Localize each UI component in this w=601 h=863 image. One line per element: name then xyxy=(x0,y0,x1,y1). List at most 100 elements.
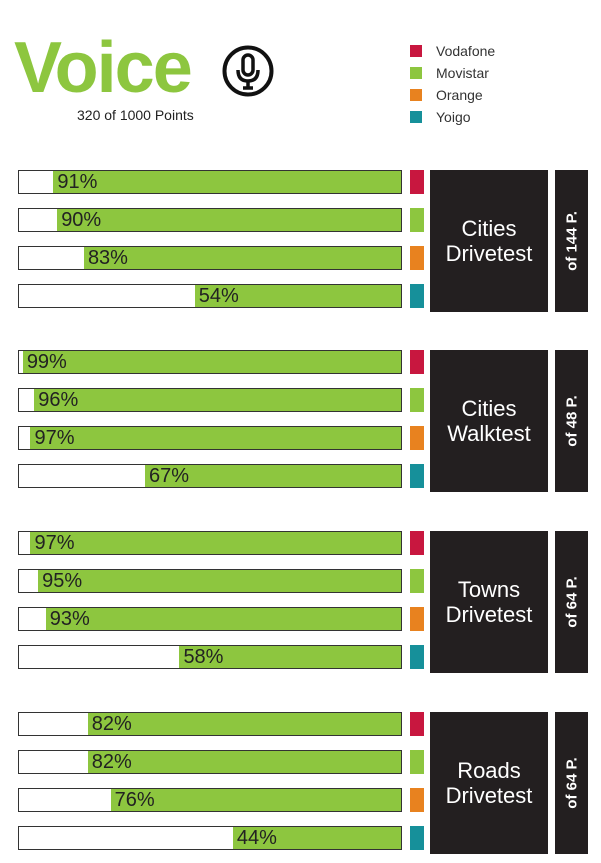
series-swatch xyxy=(410,826,424,850)
series-swatch xyxy=(410,645,424,669)
bar-fill xyxy=(53,171,401,193)
bar-label: 76% xyxy=(114,789,155,811)
bar-label: 44% xyxy=(236,827,277,849)
bar-fill xyxy=(87,751,401,773)
group-name-line1: Cities xyxy=(461,396,517,421)
bar-label: 91% xyxy=(57,171,98,193)
chart-group: 97% 95% 93% 58% Towns Drivetest of 64 P. xyxy=(0,531,601,673)
legend-label: Orange xyxy=(436,87,483,103)
bar-label: 82% xyxy=(91,713,132,735)
series-swatch xyxy=(410,246,424,270)
bar-fill xyxy=(57,209,401,231)
group-title-text: Cities Drivetest xyxy=(446,216,533,266)
bar-label: 83% xyxy=(87,247,128,269)
group-points-label: of 144 P. xyxy=(563,211,580,271)
bar-track: 93% xyxy=(18,607,402,631)
legend-label: Vodafone xyxy=(436,43,496,59)
chart-group: 91% 90% 83% 54% Cities Drivetest of 144 P. xyxy=(0,170,601,312)
series-swatch xyxy=(410,750,424,774)
legend-label: Movistar xyxy=(436,65,489,81)
series-swatch xyxy=(410,284,424,308)
group-name-line2: Drivetest xyxy=(445,602,533,627)
series-swatch xyxy=(410,569,424,593)
group-points-label: of 64 P. xyxy=(563,757,580,809)
bar-track: 91% xyxy=(18,170,402,194)
group-title: Cities Walktest xyxy=(430,350,548,492)
bar-fill xyxy=(30,427,401,449)
group-name-line2: Drivetest xyxy=(445,783,533,808)
series-swatch xyxy=(410,788,424,812)
group-title-text: Cities Walktest xyxy=(447,396,531,446)
group-title: Roads Drivetest xyxy=(430,712,548,854)
bar-track: 90% xyxy=(18,208,402,232)
legend-swatch xyxy=(410,89,422,101)
bar-track: 44% xyxy=(18,826,402,850)
bar-fill xyxy=(34,389,401,411)
legend-item: Yoigo xyxy=(410,106,495,128)
bar-label: 99% xyxy=(26,351,67,373)
bar-track: 54% xyxy=(18,284,402,308)
bar-fill xyxy=(145,465,401,487)
group-name-line1: Towns xyxy=(457,577,521,602)
group-points-label: of 64 P. xyxy=(563,576,580,628)
bar-label: 95% xyxy=(42,570,83,592)
bar-track: 82% xyxy=(18,750,402,774)
bar-track: 99% xyxy=(18,350,402,374)
group-points: of 64 P. xyxy=(555,531,588,673)
series-swatch xyxy=(410,607,424,631)
bar-track: 83% xyxy=(18,246,402,270)
bar-track: 96% xyxy=(18,388,402,412)
group-title-text: Roads Drivetest xyxy=(446,758,533,808)
bar-label: 96% xyxy=(38,389,79,411)
group-name-line1: Cities xyxy=(461,216,517,241)
legend-swatch xyxy=(410,45,422,57)
bar-fill xyxy=(38,570,401,592)
bar-fill xyxy=(83,247,401,269)
bar-fill xyxy=(87,713,401,735)
legend-item: Movistar xyxy=(410,62,495,84)
series-swatch xyxy=(410,712,424,736)
bar-fill xyxy=(110,789,401,811)
bar-fill xyxy=(22,351,401,373)
series-swatch xyxy=(410,350,424,374)
series-swatch xyxy=(410,170,424,194)
bar-fill xyxy=(45,608,401,630)
bar-fill xyxy=(232,827,401,849)
group-name-line1: Roads xyxy=(457,758,521,783)
bar-label: 90% xyxy=(61,209,102,231)
group-points: of 48 P. xyxy=(555,350,588,492)
group-title: Towns Drivetest xyxy=(430,531,548,673)
legend-item: Vodafone xyxy=(410,40,495,62)
chart-group: 82% 82% 76% 44% Roads Drivetest of 64 P. xyxy=(0,712,601,854)
legend-swatch xyxy=(410,111,422,123)
series-swatch xyxy=(410,426,424,450)
microphone-icon xyxy=(222,45,274,97)
legend-item: Orange xyxy=(410,84,495,106)
bar-track: 97% xyxy=(18,531,402,555)
bar-track: 76% xyxy=(18,788,402,812)
points-subtitle: 320 of 1000 Points xyxy=(77,107,194,123)
group-points-label: of 48 P. xyxy=(563,395,580,447)
group-name-line2: Drivetest xyxy=(445,241,533,266)
page-title: Voice xyxy=(14,28,193,108)
series-swatch xyxy=(410,464,424,488)
bar-track: 97% xyxy=(18,426,402,450)
bar-fill xyxy=(179,646,401,668)
bar-label: 93% xyxy=(49,608,90,630)
group-points: of 144 P. xyxy=(555,170,588,312)
series-swatch xyxy=(410,388,424,412)
bar-label: 54% xyxy=(198,285,239,307)
legend-swatch xyxy=(410,67,422,79)
group-points: of 64 P. xyxy=(555,712,588,854)
series-swatch xyxy=(410,531,424,555)
bar-track: 82% xyxy=(18,712,402,736)
group-title: Cities Drivetest xyxy=(430,170,548,312)
group-name-line2: Walktest xyxy=(447,421,531,446)
bar-track: 67% xyxy=(18,464,402,488)
bar-label: 58% xyxy=(183,646,224,668)
bar-track: 95% xyxy=(18,569,402,593)
bar-label: 97% xyxy=(34,427,75,449)
bar-label: 82% xyxy=(91,751,132,773)
group-title-text: Towns Drivetest xyxy=(446,577,533,627)
bar-fill xyxy=(194,285,401,307)
